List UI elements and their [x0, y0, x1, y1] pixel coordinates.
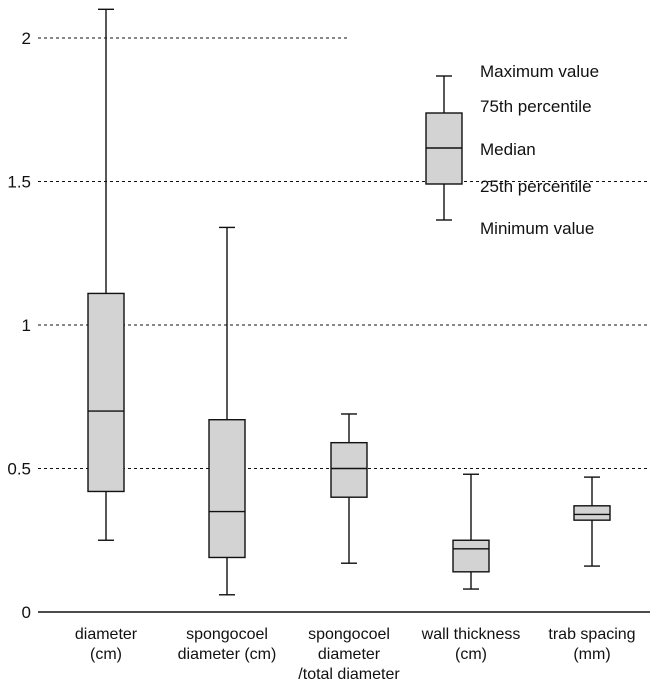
y-tick-label: 0 — [22, 603, 31, 622]
x-category-label-4: trab spacing (mm) — [548, 626, 635, 663]
box-1 — [208, 226, 246, 596]
legend-q3-label: 75th percentile — [480, 97, 592, 116]
legend-min-label: Minimum value — [480, 219, 594, 238]
legend-median-label: Median — [480, 140, 536, 159]
box-2 — [330, 413, 368, 564]
iqr-box — [452, 539, 490, 573]
x-axis-labels: diameter (cm) spongocoel diameter (cm) spong… — [75, 626, 636, 683]
legend-max-label: Maximum value — [480, 62, 599, 81]
iqr-box — [87, 292, 125, 493]
y-tick-label: 0.5 — [7, 460, 31, 479]
box-4 — [573, 476, 611, 567]
box-3 — [452, 473, 490, 590]
x-category-label-3: wall thickness (cm) — [421, 626, 521, 663]
legend-q1-label: 25th percentile — [480, 177, 592, 196]
legend: Maximum value 75th percentile Median 25th p… — [425, 62, 599, 238]
y-tick-label: 1.5 — [7, 173, 31, 192]
y-axis: 0 0.5 1 1.5 2 — [7, 29, 31, 622]
box-0 — [87, 8, 125, 541]
iqr-box — [208, 419, 246, 559]
x-category-label-1: spongocoel diameter (cm) — [178, 626, 277, 663]
x-category-label-2: spongocoel diameter/total diameter — [298, 626, 400, 683]
x-category-label-0: diameter (cm) — [75, 626, 138, 663]
iqr-box — [330, 441, 368, 498]
y-tick-label: 1 — [22, 316, 31, 335]
box-series — [87, 8, 611, 596]
iqr-box — [573, 505, 611, 521]
y-tick-label: 2 — [22, 29, 31, 48]
